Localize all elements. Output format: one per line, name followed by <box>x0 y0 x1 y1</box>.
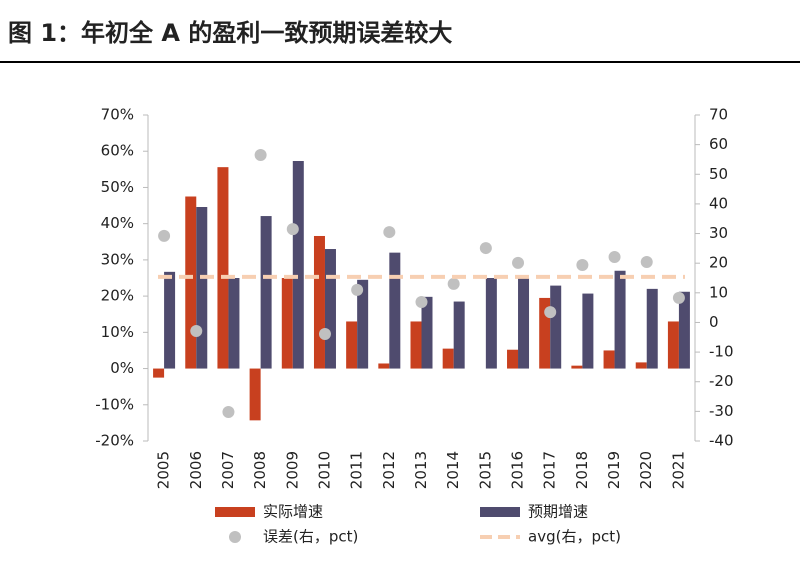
error-dot <box>512 256 525 269</box>
bar <box>389 252 401 369</box>
y-tick-label: -10% <box>95 395 134 413</box>
bar <box>410 321 422 369</box>
y-tick-label: -20% <box>95 432 134 450</box>
y-tick-label: 20% <box>101 287 134 305</box>
bar <box>603 350 615 369</box>
y2-tick-label: -20 <box>709 372 734 390</box>
bar <box>228 278 240 369</box>
y-tick-label: 30% <box>101 250 134 268</box>
x-tick-label: 2015 <box>476 451 494 489</box>
y2-tick-label: 70 <box>709 106 728 124</box>
error-dot <box>608 250 621 263</box>
x-tick-label: 2005 <box>155 451 173 489</box>
bar <box>185 196 197 369</box>
legend-swatch <box>215 507 255 517</box>
y2-tick-label: 10 <box>709 283 728 301</box>
y2-tick-label: -40 <box>709 432 734 450</box>
error-dot <box>351 283 364 296</box>
error-dot <box>318 328 331 341</box>
y-tick-label: 60% <box>101 142 134 160</box>
error-dot <box>415 296 428 309</box>
error-dot <box>447 277 460 290</box>
bar <box>292 161 304 369</box>
error-dot <box>479 242 492 255</box>
x-tick-label: 2012 <box>380 451 398 489</box>
x-tick-label: 2009 <box>283 451 301 489</box>
bar <box>550 285 562 369</box>
x-tick-label: 2007 <box>219 451 237 489</box>
legend-label: avg(右，pct) <box>528 528 621 546</box>
bar <box>164 271 176 369</box>
chart-title: 图 1：年初全 A 的盈利一致预期误差较大 <box>8 19 452 47</box>
bar <box>571 365 583 369</box>
bar <box>646 288 658 369</box>
y2-tick-label: 20 <box>709 254 728 272</box>
error-dot <box>544 306 557 319</box>
error-dot <box>672 291 685 304</box>
bar <box>217 167 229 369</box>
y2-tick-label: -30 <box>709 402 734 420</box>
bar <box>485 278 497 369</box>
legend-swatch <box>480 507 520 517</box>
x-tick-label: 2013 <box>412 451 430 489</box>
x-tick-label: 2017 <box>541 451 559 489</box>
error-dot <box>640 255 653 268</box>
legend-swatch <box>229 531 241 543</box>
error-dot <box>286 223 299 236</box>
bar <box>421 296 433 369</box>
bar <box>324 249 336 369</box>
bar <box>153 368 165 378</box>
y-tick-label: 10% <box>101 323 134 341</box>
bar <box>196 207 208 369</box>
bar <box>378 363 390 369</box>
x-tick-label: 2020 <box>637 451 655 489</box>
y2-tick-label: -10 <box>709 343 734 361</box>
x-tick-label: 2018 <box>573 451 591 489</box>
y-tick-label: 40% <box>101 214 134 232</box>
x-tick-label: 2019 <box>605 451 623 489</box>
bar <box>539 297 551 369</box>
x-tick-label: 2021 <box>669 451 687 489</box>
bar <box>453 301 465 369</box>
bar <box>678 291 690 369</box>
bar <box>667 321 679 369</box>
y2-tick-label: 40 <box>709 194 728 212</box>
bar <box>442 348 454 369</box>
bar <box>346 321 358 369</box>
bar <box>313 235 325 369</box>
legend-label: 误差(右，pct) <box>263 528 358 546</box>
x-tick-label: 2006 <box>187 451 205 489</box>
bar <box>635 362 647 369</box>
x-tick-label: 2010 <box>315 451 333 489</box>
y-tick-label: 0% <box>110 359 134 377</box>
bar <box>249 368 261 421</box>
y-tick-label: 50% <box>101 178 134 196</box>
error-dot <box>383 226 396 239</box>
bar <box>260 216 272 369</box>
bar <box>281 278 293 369</box>
bar <box>614 270 626 369</box>
error-dot <box>158 229 171 242</box>
y2-tick-label: 0 <box>709 313 719 331</box>
error-dot <box>254 149 267 162</box>
bar <box>357 279 369 369</box>
error-dot <box>190 325 203 338</box>
bar <box>518 278 530 369</box>
y2-tick-label: 50 <box>709 165 728 183</box>
error-dot <box>576 258 589 271</box>
legend-label: 预期增速 <box>528 503 588 521</box>
x-tick-label: 2016 <box>509 451 527 489</box>
bar <box>507 349 519 369</box>
bar <box>582 293 594 369</box>
x-tick-label: 2008 <box>251 451 269 489</box>
error-dot <box>222 405 235 418</box>
x-tick-label: 2011 <box>348 451 366 489</box>
legend-label: 实际增速 <box>263 503 323 521</box>
y2-tick-label: 30 <box>709 224 728 242</box>
y2-tick-label: 60 <box>709 135 728 153</box>
y-tick-label: 70% <box>101 106 134 124</box>
x-tick-label: 2014 <box>444 451 462 489</box>
